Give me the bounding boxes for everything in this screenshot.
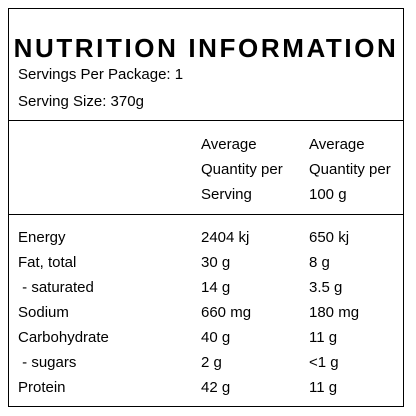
nutrient-per-100g: 11 g bbox=[309, 379, 338, 396]
nutrient-per-100g: 8 g bbox=[309, 254, 330, 271]
nutrient-row-sugars: - sugars 2 g <1 g bbox=[9, 350, 403, 375]
nutrient-per-serving: 42 g bbox=[201, 379, 231, 396]
nutrient-per-serving: 40 g bbox=[201, 329, 231, 346]
nutrient-row-fat-total: Fat, total 30 g 8 g bbox=[9, 250, 403, 275]
column-header-line: Average bbox=[309, 136, 365, 153]
nutrient-row-carbohydrate: Carbohydrate 40 g 11 g bbox=[9, 325, 403, 350]
nutrient-name: - sugars bbox=[18, 354, 77, 371]
nutrient-per-100g: 180 mg bbox=[309, 304, 360, 321]
serving-size: Serving Size: 370g bbox=[18, 93, 144, 110]
nutrient-name: Energy bbox=[18, 229, 66, 246]
nutrient-per-serving: 2 g bbox=[201, 354, 222, 371]
header-divider bbox=[9, 120, 403, 121]
column-header-line: Average bbox=[201, 136, 257, 153]
table-divider bbox=[9, 214, 403, 215]
nutrient-name: Sodium bbox=[18, 304, 69, 321]
column-header-line: Quantity per bbox=[309, 161, 391, 178]
nutrition-panel: NUTRITION INFORMATION Servings Per Packa… bbox=[8, 8, 404, 407]
nutrient-per-100g: 650 kj bbox=[309, 229, 350, 246]
column-header-line: 100 g bbox=[309, 186, 347, 203]
servings-per-package: Servings Per Package: 1 bbox=[18, 66, 184, 83]
nutrient-per-100g: 3.5 g bbox=[309, 279, 343, 296]
nutrient-row-saturated: - saturated 14 g 3.5 g bbox=[9, 275, 403, 300]
column-header-line: Serving bbox=[201, 186, 252, 203]
nutrient-name: Carbohydrate bbox=[18, 329, 109, 346]
column-header-line: Quantity per bbox=[201, 161, 283, 178]
column-header-per-100g: Average Quantity per 100 g bbox=[309, 132, 391, 207]
nutrient-row-sodium: Sodium 660 mg 180 mg bbox=[9, 300, 403, 325]
nutrient-per-serving: 30 g bbox=[201, 254, 231, 271]
nutrient-per-serving: 660 mg bbox=[201, 304, 252, 321]
panel-title: NUTRITION INFORMATION bbox=[13, 33, 399, 63]
nutrient-name: Protein bbox=[18, 379, 66, 396]
nutrient-row-energy: Energy 2404 kj 650 kj bbox=[9, 225, 403, 250]
nutrient-per-100g: <1 g bbox=[309, 354, 339, 371]
column-header-per-serving: Average Quantity per Serving bbox=[201, 132, 283, 207]
nutrient-row-protein: Protein 42 g 11 g bbox=[9, 375, 403, 400]
nutrient-per-serving: 2404 kj bbox=[201, 229, 250, 246]
nutrient-per-serving: 14 g bbox=[201, 279, 231, 296]
nutrient-per-100g: 11 g bbox=[309, 329, 338, 346]
nutrient-name: - saturated bbox=[18, 279, 94, 296]
nutrient-name: Fat, total bbox=[18, 254, 77, 271]
